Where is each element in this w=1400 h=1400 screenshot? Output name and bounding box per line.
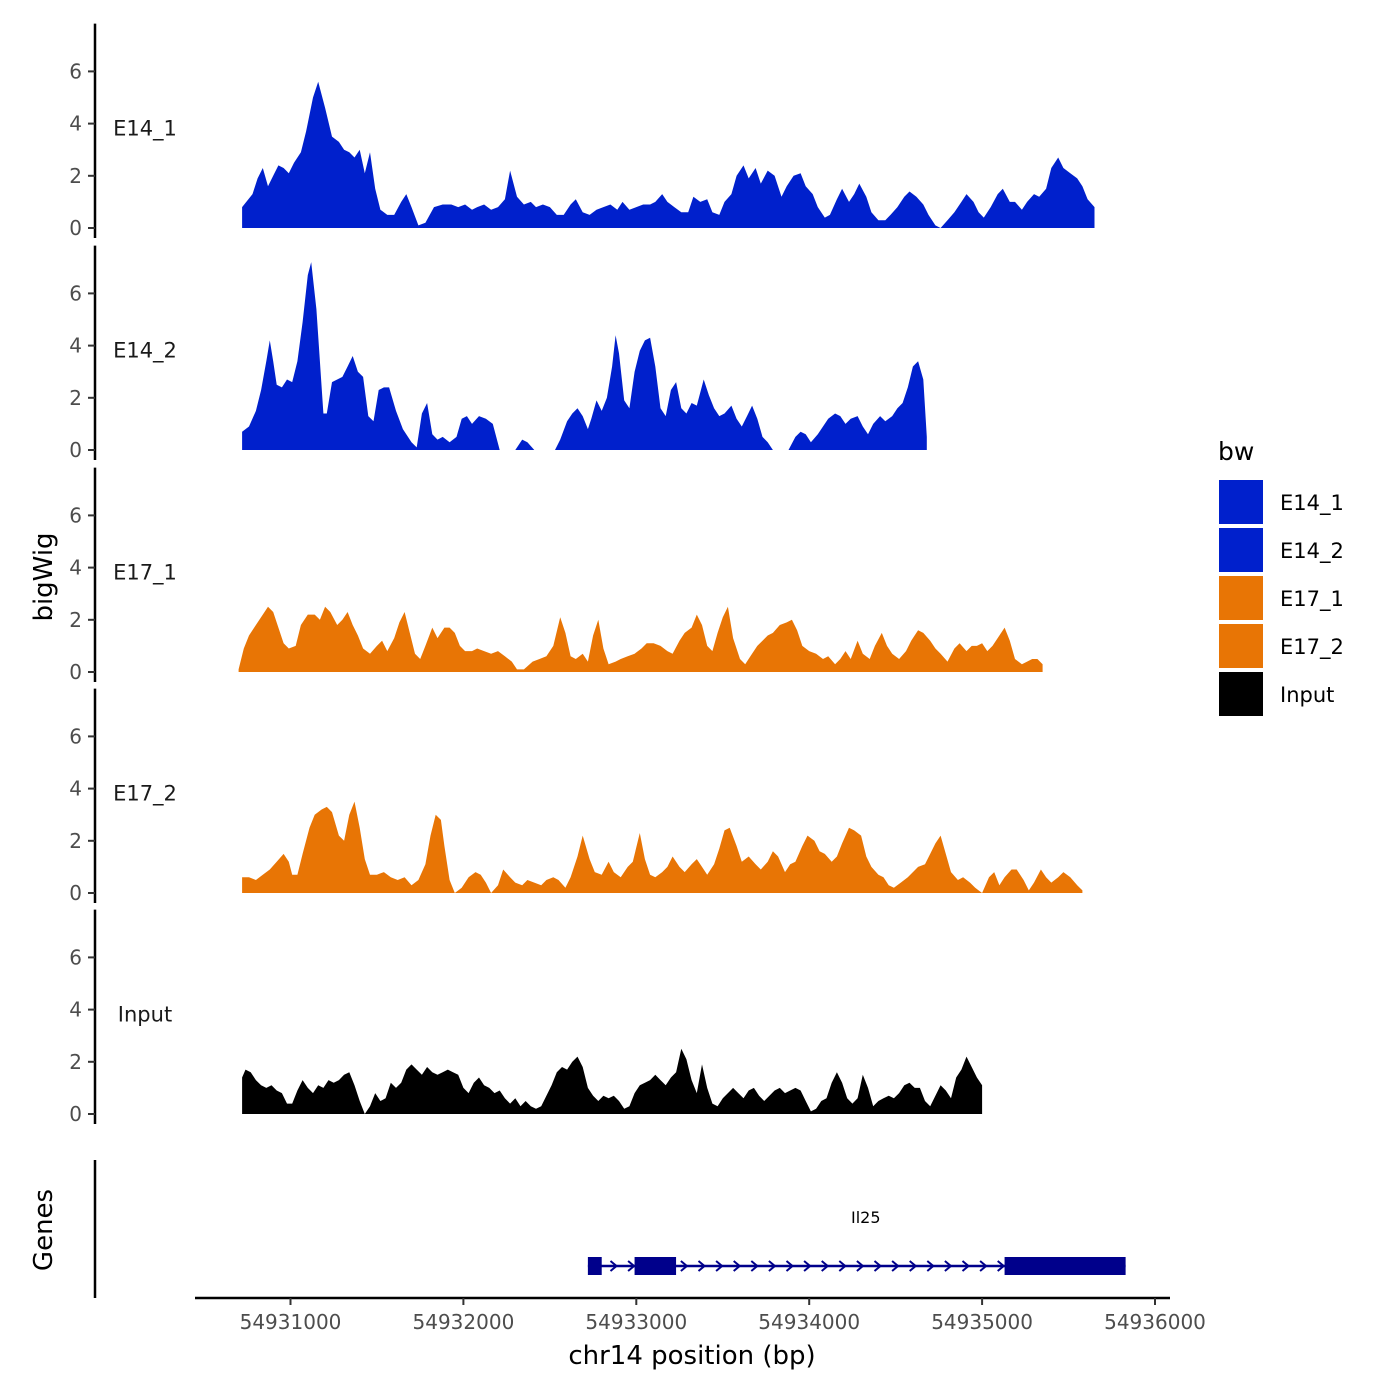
track-Input: 0 2 4 6 Input	[69, 909, 983, 1126]
track-label: Input	[118, 1003, 172, 1027]
strand-arrow	[697, 1260, 707, 1272]
x-tick-label: 54934000	[758, 1310, 860, 1334]
legend-swatch	[1219, 528, 1263, 572]
genes-axis-title: Genes	[29, 1189, 59, 1271]
track-label: E14_2	[113, 339, 177, 364]
y-tick-label: 0	[69, 438, 82, 462]
strand-arrow	[838, 1260, 847, 1272]
y-tick-label: 4	[69, 556, 82, 580]
legend-label: Input	[1280, 683, 1334, 707]
signal-area-E17_2	[242, 801, 1083, 893]
strand-arrow	[926, 1260, 935, 1272]
strand-arrow	[768, 1260, 777, 1272]
legend-swatch	[1219, 576, 1263, 620]
strand-arrow	[856, 1260, 865, 1272]
strand-arrow	[785, 1260, 795, 1272]
x-axis: 54931000 54932000 54933000 54934000 54935000…	[195, 1296, 1206, 1334]
signal-area-E14_1	[242, 81, 1095, 228]
strand-arrow	[873, 1260, 883, 1272]
strand-arrow	[961, 1260, 971, 1272]
y-tick-label: 6	[69, 59, 82, 83]
y-tick-label: 0	[69, 1102, 82, 1126]
y-tick-label: 4	[69, 998, 82, 1022]
x-tick-label: 54933000	[585, 1310, 687, 1334]
track-E14_1: 0 2 4 6 E14_1	[69, 23, 1095, 240]
y-tick-label: 2	[69, 386, 82, 410]
legend-label: E17_2	[1280, 635, 1344, 660]
x-tick-label: 54936000	[1104, 1310, 1206, 1334]
legend-title: bw	[1218, 437, 1254, 466]
y-tick-label: 2	[69, 829, 82, 853]
track-label: E17_1	[113, 561, 177, 586]
y-tick-label: 0	[69, 216, 82, 240]
signal-area-E14_2	[242, 262, 927, 450]
signal-area-E17_1	[238, 606, 1043, 672]
legend-swatch	[1219, 480, 1263, 524]
y-tick-label: 4	[69, 777, 82, 801]
track-E14_2: 0 2 4 6 E14_2	[69, 245, 927, 462]
y-tick-label: 2	[69, 1050, 82, 1074]
strand-arrow	[609, 1260, 619, 1272]
y-tick-label: 6	[69, 503, 82, 527]
gene-exon	[634, 1257, 677, 1275]
y-tick-label: 6	[69, 281, 82, 305]
strand-arrow	[750, 1260, 759, 1272]
x-axis-title: chr14 position (bp)	[568, 1341, 815, 1371]
legend-label: E17_1	[1280, 587, 1344, 612]
track-label: E17_2	[113, 782, 177, 807]
x-tick-label: 54935000	[931, 1310, 1033, 1334]
strand-arrow	[715, 1260, 724, 1272]
track-label: E14_1	[113, 117, 177, 142]
signal-area-Input	[242, 1048, 983, 1114]
strand-arrow	[997, 1260, 1006, 1272]
y-tick-label: 2	[69, 608, 82, 632]
x-tick-label: 54931000	[240, 1310, 342, 1334]
strand-arrow	[803, 1260, 812, 1272]
y-tick-label: 0	[69, 660, 82, 684]
y-tick-label: 2	[69, 164, 82, 188]
strand-arrow	[909, 1260, 918, 1272]
y-tick-label: 6	[69, 724, 82, 748]
strand-arrow	[627, 1260, 636, 1272]
strand-arrow	[979, 1260, 988, 1272]
strand-arrow	[821, 1260, 830, 1272]
legend-label: E14_1	[1280, 491, 1344, 516]
track-E17_1: 0 2 4 6 E17_1	[69, 467, 1043, 684]
x-tick-label: 54932000	[413, 1310, 515, 1334]
y-tick-label: 4	[69, 334, 82, 358]
y-tick-label: 4	[69, 112, 82, 136]
track-E17_2: 0 2 4 6 E17_2	[69, 688, 1083, 905]
y-axis-title: bigWig	[29, 532, 59, 621]
gene-exon	[587, 1257, 602, 1275]
gene-exon	[1004, 1257, 1126, 1275]
strand-arrow	[680, 1260, 689, 1272]
signal-tracks: 0 2 4 6 E14_1 0 2 4 6 E14_2 0 2 4 6 E17_1 0 2 4 6 E17_2 0 2 4 6…	[69, 23, 1095, 1126]
gene-name-label: Il25	[851, 1208, 881, 1227]
strand-arrow	[891, 1260, 900, 1272]
gene-track: Il25	[93, 1160, 1126, 1298]
strand-arrow	[944, 1260, 953, 1272]
strand-arrow	[733, 1260, 742, 1272]
legend-swatch	[1219, 672, 1263, 716]
legend: bw E14_1 E14_2 E17_1 E17_2 Input	[1218, 437, 1344, 716]
legend-swatch	[1219, 624, 1263, 668]
y-tick-label: 6	[69, 945, 82, 969]
legend-label: E14_2	[1280, 539, 1344, 564]
y-tick-label: 0	[69, 881, 82, 905]
